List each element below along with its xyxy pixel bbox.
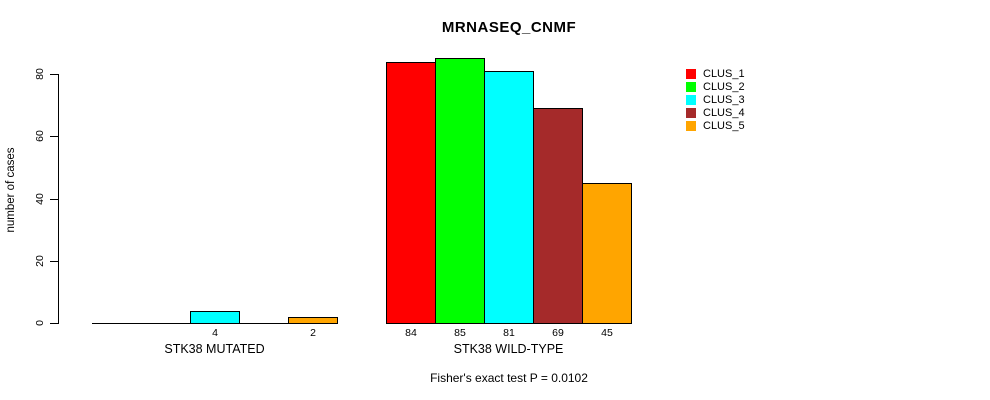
y-axis-tick bbox=[50, 136, 58, 138]
bar-value-label: 45 bbox=[601, 327, 613, 339]
y-tick-label: 80 bbox=[34, 68, 46, 80]
bar-clus_5-1 bbox=[288, 317, 338, 324]
bar-value-label: 81 bbox=[503, 327, 515, 339]
annotation-text: Fisher's exact test P = 0.0102 bbox=[430, 371, 588, 385]
y-tick-label: 40 bbox=[34, 192, 46, 205]
chart-title: MRNASEQ_CNMF bbox=[441, 19, 577, 36]
bar-value-label: 4 bbox=[212, 327, 218, 339]
bar-clus_3-2 bbox=[484, 71, 534, 324]
y-axis-line bbox=[58, 74, 59, 324]
bar-value-label: 69 bbox=[552, 327, 564, 339]
bar-clus_3-1 bbox=[190, 311, 240, 324]
bar-clus_5-2 bbox=[582, 183, 632, 324]
bar-value-label: 84 bbox=[405, 327, 417, 339]
group-label: STK38 MUTATED bbox=[164, 342, 265, 356]
bar-clus_1-2 bbox=[386, 62, 436, 324]
y-axis-tick bbox=[50, 323, 58, 324]
y-tick-label: 20 bbox=[34, 254, 46, 267]
bar-value-label: 85 bbox=[454, 327, 466, 339]
y-axis-tick bbox=[50, 74, 58, 75]
bar-value-label: 2 bbox=[310, 327, 316, 339]
group-label: STK38 WILD-TYPE bbox=[453, 342, 564, 356]
y-tick-label: 0 bbox=[34, 320, 46, 326]
y-tick-label: 60 bbox=[34, 130, 46, 143]
y-axis-tick bbox=[50, 260, 58, 262]
bar-clus_2-2 bbox=[435, 58, 485, 324]
y-axis-tick bbox=[50, 198, 58, 200]
bar-clus_4-2 bbox=[533, 108, 583, 324]
